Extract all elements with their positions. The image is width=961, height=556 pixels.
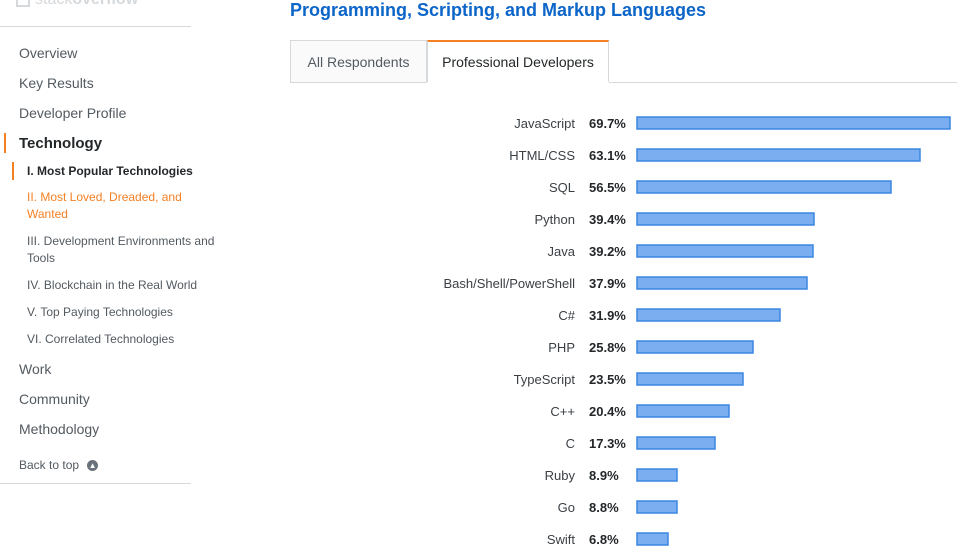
value-label-java: 39.2% xyxy=(589,244,626,259)
subnav-most-popular[interactable]: I. Most Popular Technologies xyxy=(27,164,193,178)
bar-ruby[interactable] xyxy=(636,468,678,482)
back-to-top-label: Back to top xyxy=(19,458,80,472)
category-label-java: Java xyxy=(548,244,576,259)
nav-overview[interactable]: Overview xyxy=(19,45,78,61)
value-label-ruby: 8.9% xyxy=(589,468,619,483)
category-label-html-css: HTML/CSS xyxy=(509,148,575,163)
value-label-python: 39.4% xyxy=(589,212,626,227)
category-label-sql: SQL xyxy=(549,180,575,195)
bar-php[interactable] xyxy=(636,340,754,354)
nav-methodology[interactable]: Methodology xyxy=(19,421,100,437)
value-label-typescript: 23.5% xyxy=(589,372,626,387)
bar-bash-shell-powershell[interactable] xyxy=(636,276,808,290)
subnav-correlated[interactable]: VI. Correlated Technologies xyxy=(27,332,175,346)
chevron-up-icon: ▲ xyxy=(87,459,99,471)
back-to-top-link[interactable]: Back to top ▲ xyxy=(19,458,99,472)
bar-java[interactable] xyxy=(636,244,814,258)
category-label-python: Python xyxy=(535,212,575,227)
nav-community[interactable]: Community xyxy=(19,391,90,407)
category-label-php: PHP xyxy=(548,340,575,355)
value-label-bash-shell-powershell: 37.9% xyxy=(589,276,626,291)
subnav-top-paying[interactable]: V. Top Paying Technologies xyxy=(27,305,173,319)
subnav-dev-environments[interactable]: III. Development Environments and Tools xyxy=(27,234,215,265)
nav-developer-profile[interactable]: Developer Profile xyxy=(19,105,127,121)
category-label-javascript: JavaScript xyxy=(514,116,575,131)
divider xyxy=(0,26,191,27)
bar-html-css[interactable] xyxy=(636,148,921,162)
category-label-c-: C# xyxy=(558,308,575,323)
bar-go[interactable] xyxy=(636,500,678,514)
subnav-blockchain[interactable]: IV. Blockchain in the Real World xyxy=(27,278,198,292)
value-label-go: 8.8% xyxy=(589,500,619,515)
nav-key-results[interactable]: Key Results xyxy=(19,75,94,91)
value-label-html-css: 63.1% xyxy=(589,148,626,163)
divider xyxy=(0,483,191,484)
category-label-c: C xyxy=(566,436,575,451)
active-subsection-indicator xyxy=(12,162,14,180)
stackoverflow-logo[interactable]: stackoverflow xyxy=(16,0,138,8)
bar-c-[interactable] xyxy=(636,404,730,418)
bar-javascript[interactable] xyxy=(636,116,951,130)
bar-c[interactable] xyxy=(636,436,716,450)
value-label-javascript: 69.7% xyxy=(589,116,626,131)
category-label-swift: Swift xyxy=(547,532,576,547)
category-label-go: Go xyxy=(558,500,575,515)
bar-sql[interactable] xyxy=(636,180,892,194)
category-label-typescript: TypeScript xyxy=(514,372,576,387)
category-label-bash-shell-powershell: Bash/Shell/PowerShell xyxy=(443,276,575,291)
section-title: Programming, Scripting, and Markup Langu… xyxy=(290,0,707,20)
value-label-c-: 20.4% xyxy=(589,404,626,419)
nav-technology[interactable]: Technology xyxy=(19,135,103,152)
bar-swift[interactable] xyxy=(636,532,669,546)
value-label-c: 17.3% xyxy=(589,436,626,451)
bar-typescript[interactable] xyxy=(636,372,744,386)
value-label-sql: 56.5% xyxy=(589,180,626,195)
tab-underline xyxy=(290,82,957,83)
bar-python[interactable] xyxy=(636,212,815,226)
category-label-ruby: Ruby xyxy=(545,468,576,483)
tab-all-respondents[interactable]: All Respondents xyxy=(290,40,427,82)
value-label-swift: 6.8% xyxy=(589,532,619,547)
bar-c-[interactable] xyxy=(636,308,781,322)
tab-professional-developers[interactable]: Professional Developers xyxy=(427,40,609,82)
sidebar: stackoverflow Overview Key Results Devel… xyxy=(0,0,214,556)
value-label-c-: 31.9% xyxy=(589,308,626,323)
logo-icon xyxy=(16,0,30,7)
active-section-indicator xyxy=(4,133,6,153)
subnav-most-loved[interactable]: II. Most Loved, Dreaded, and Wanted xyxy=(27,190,182,221)
category-label-c-: C++ xyxy=(550,404,575,419)
value-label-php: 25.8% xyxy=(589,340,626,355)
nav-work[interactable]: Work xyxy=(19,361,52,377)
